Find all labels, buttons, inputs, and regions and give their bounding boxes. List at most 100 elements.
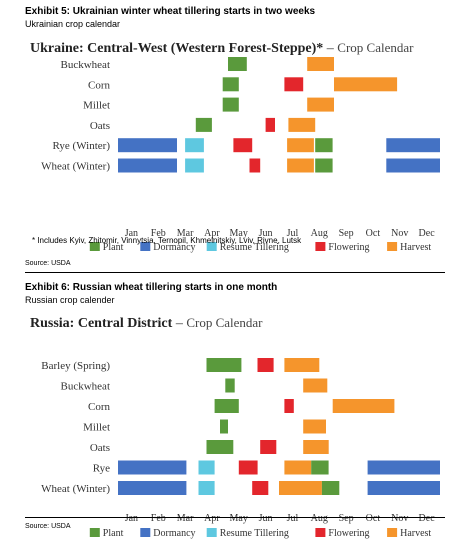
legend-label-flowering: Flowering: [328, 242, 369, 253]
exhibit-title: Exhibit 6: Russian wheat tillering start…: [25, 282, 278, 293]
bar-rye-harvest-3: [284, 460, 312, 475]
bar-wheat-winter-flowering-2: [252, 481, 269, 495]
bar-rye-winter-dormancy-0: [118, 138, 177, 153]
crop-label-oats: Oats: [90, 442, 110, 454]
crop-label-wheat-winter: Wheat (Winter): [41, 161, 110, 173]
legend-label-plant: Plant: [103, 242, 124, 253]
crop-label-oats: Oats: [90, 120, 110, 132]
month-tick-jan: Jan: [125, 228, 138, 239]
bar-wheat-winter-harvest-3: [287, 158, 314, 173]
exhibit-5: Exhibit 5: Ukrainian winter wheat tiller…: [25, 6, 445, 273]
month-tick-jun: Jun: [259, 228, 273, 239]
month-tick-oct: Oct: [366, 228, 381, 239]
month-tick-oct: Oct: [366, 513, 381, 524]
crop-label-corn: Corn: [88, 401, 111, 413]
bar-wheat-winter-plant-4: [315, 158, 333, 173]
month-tick-may: May: [230, 513, 248, 524]
bar-oats-plant-0: [195, 117, 212, 132]
source-label: Source: USDA: [25, 523, 71, 530]
bar-buckwheat-plant-0: [225, 378, 235, 393]
month-tick-aug: Aug: [311, 228, 328, 239]
legend-swatch-harvest: [387, 528, 398, 537]
month-tick-jan: Jan: [125, 513, 138, 524]
month-tick-nov: Nov: [391, 513, 408, 524]
chart-title: Russia: Central District – Crop Calendar: [30, 315, 263, 331]
bar-wheat-winter-plant-4: [321, 481, 340, 495]
bar-wheat-winter-dormancy-0: [118, 481, 187, 495]
bar-barley-spring-plant-0: [206, 358, 242, 372]
crop-label-corn: Corn: [88, 79, 111, 91]
footnote: * Includes Kyiv, Zhitomir, Vinnytsia, Te…: [32, 236, 302, 245]
legend-swatch-dormancy: [140, 528, 151, 537]
legend-swatch-resume-tillering: [206, 528, 217, 537]
month-tick-nov: Nov: [391, 228, 408, 239]
legend-label-dormancy: Dormancy: [153, 528, 195, 539]
bar-rye-plant-4: [311, 460, 329, 475]
bar-buckwheat-harvest-1: [303, 378, 328, 393]
bar-oats-flowering-1: [260, 440, 277, 454]
legend-swatch-harvest: [387, 242, 398, 251]
bar-wheat-winter-dormancy-5: [367, 481, 440, 495]
bar-wheat-winter-harvest-3: [279, 481, 322, 495]
exhibit-subtitle: Russian crop calender: [25, 295, 115, 305]
month-tick-jun: Jun: [259, 513, 273, 524]
exhibit-title: Exhibit 5: Ukrainian winter wheat tiller…: [25, 6, 316, 17]
bar-wheat-winter-resume-tillering-1: [198, 481, 215, 495]
legend-swatch-flowering: [315, 528, 326, 537]
bar-wheat-winter-flowering-2: [249, 158, 261, 173]
month-tick-aug: Aug: [311, 513, 328, 524]
legend-swatch-plant: [89, 528, 100, 537]
crop-label-buckwheat: Buckwheat: [61, 381, 110, 393]
month-tick-jul: Jul: [287, 228, 299, 239]
legend-label-plant: Plant: [103, 528, 124, 539]
bar-rye-flowering-2: [238, 460, 258, 475]
legend-swatch-plant: [89, 242, 100, 251]
bar-corn-flowering-1: [284, 399, 294, 413]
legend-label-resume-tillering: Resume Tillering: [220, 528, 289, 539]
bar-millet-plant-0: [220, 419, 228, 434]
chart-title: Ukraine: Central-West (Western Forest-St…: [30, 40, 414, 56]
legend-swatch-resume-tillering: [206, 242, 217, 251]
bar-oats-flowering-1: [265, 117, 275, 132]
bar-corn-harvest-2: [332, 399, 395, 413]
month-tick-dec: Dec: [419, 228, 436, 239]
source-label: Source: USDA: [25, 260, 71, 267]
legend-label-resume-tillering: Resume Tillering: [220, 242, 289, 253]
exhibit-6: Exhibit 6: Russian wheat tillering start…: [0, 276, 460, 539]
legend-label-dormancy: Dormancy: [153, 242, 195, 253]
crop-label-millet: Millet: [83, 422, 110, 434]
bar-millet-harvest-1: [303, 419, 326, 434]
bar-millet-harvest-1: [307, 97, 334, 112]
bar-rye-winter-flowering-2: [233, 138, 253, 153]
bar-rye-dormancy-5: [367, 460, 440, 475]
russia-crop-calendar-chart: Russia: Central District – Crop Calendar…: [30, 315, 440, 539]
legend-swatch-dormancy: [140, 242, 151, 251]
crop-label-millet: Millet: [83, 100, 110, 112]
bar-wheat-winter-resume-tillering-1: [185, 158, 204, 173]
bar-buckwheat-harvest-1: [307, 57, 334, 71]
legend-swatch-flowering: [315, 242, 326, 251]
bar-rye-resume-tillering-1: [198, 460, 215, 475]
bar-rye-winter-resume-tillering-1: [185, 138, 204, 153]
month-tick-sep: Sep: [339, 513, 354, 524]
bar-rye-winter-plant-4: [315, 138, 333, 153]
month-tick-mar: Mar: [177, 513, 194, 524]
legend-label-harvest: Harvest: [400, 242, 431, 253]
legend-label-flowering: Flowering: [328, 528, 369, 539]
bar-barley-spring-flowering-1: [257, 358, 274, 372]
month-tick-apr: Apr: [204, 513, 220, 524]
bar-barley-spring-harvest-2: [284, 358, 320, 372]
crop-label-wheat-winter: Wheat (Winter): [41, 483, 110, 495]
bar-oats-plant-0: [206, 440, 234, 454]
bar-rye-dormancy-0: [118, 460, 187, 475]
crop-label-buckwheat: Buckwheat: [61, 59, 110, 71]
bar-wheat-winter-dormancy-5: [386, 158, 440, 173]
legend-label-harvest: Harvest: [400, 528, 431, 539]
month-tick-feb: Feb: [151, 228, 166, 239]
bar-corn-harvest-2: [334, 77, 398, 92]
crop-label-barley-spring: Barley (Spring): [41, 360, 110, 372]
month-tick-feb: Feb: [151, 513, 166, 524]
crop-label-rye-winter: Rye (Winter): [53, 140, 111, 152]
month-tick-jul: Jul: [287, 513, 299, 524]
bar-rye-winter-harvest-3: [287, 138, 314, 153]
